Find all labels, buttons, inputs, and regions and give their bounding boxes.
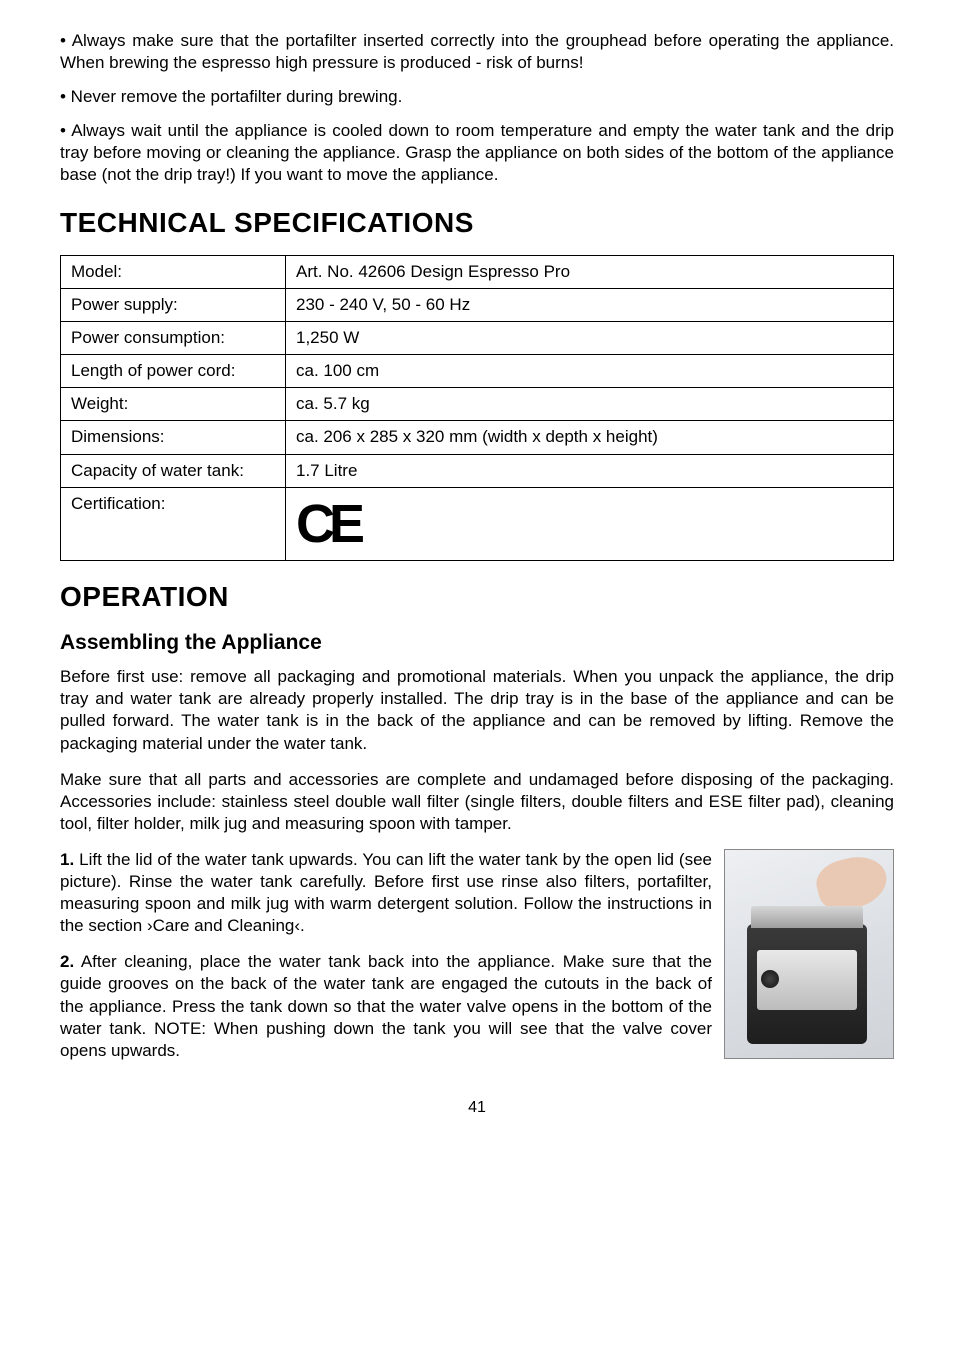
- spec-label: Weight:: [61, 388, 286, 421]
- spec-value: ca. 100 cm: [286, 355, 894, 388]
- spec-value: 1.7 Litre: [286, 454, 894, 487]
- operation-heading: OPERATION: [60, 579, 894, 615]
- table-row: Dimensions: ca. 206 x 285 x 320 mm (widt…: [61, 421, 894, 454]
- spec-value: ca. 5.7 kg: [286, 388, 894, 421]
- intro-bullet: • Never remove the portafilter during br…: [60, 86, 894, 108]
- spec-label: Certification:: [61, 487, 286, 560]
- spec-label: Length of power cord:: [61, 355, 286, 388]
- table-row: Length of power cord: ca. 100 cm: [61, 355, 894, 388]
- step-item: 2. After cleaning, place the water tank …: [60, 951, 712, 1061]
- spec-table: Model: Art. No. 42606 Design Espresso Pr…: [60, 255, 894, 561]
- table-row: Capacity of water tank: 1.7 Litre: [61, 454, 894, 487]
- spec-value: ca. 206 x 285 x 320 mm (width x depth x …: [286, 421, 894, 454]
- spec-value: Art. No. 42606 Design Espresso Pro: [286, 255, 894, 288]
- table-row: Weight: ca. 5.7 kg: [61, 388, 894, 421]
- assembling-subheading: Assembling the Appliance: [60, 629, 894, 656]
- spec-label: Model:: [61, 255, 286, 288]
- spec-label: Dimensions:: [61, 421, 286, 454]
- operation-para: Make sure that all parts and accessories…: [60, 769, 894, 835]
- knob-icon: [761, 970, 779, 988]
- table-row: Model: Art. No. 42606 Design Espresso Pr…: [61, 255, 894, 288]
- spec-label: Power consumption:: [61, 322, 286, 355]
- tech-spec-heading: TECHNICAL SPECIFICATIONS: [60, 205, 894, 241]
- intro-bullet: • Always make sure that the portafilter …: [60, 30, 894, 74]
- step-number: 2.: [60, 952, 74, 971]
- operation-para: Before first use: remove all packaging a…: [60, 666, 894, 754]
- page-number: 41: [60, 1098, 894, 1119]
- spec-value-ce: CE: [286, 487, 894, 560]
- spec-value: 230 - 240 V, 50 - 60 Hz: [286, 289, 894, 322]
- spec-value: 1,250 W: [286, 322, 894, 355]
- table-row: Power consumption: 1,250 W: [61, 322, 894, 355]
- steps-with-image-row: 1. Lift the lid of the water tank upward…: [60, 849, 894, 1076]
- step-body: After cleaning, place the water tank bac…: [60, 952, 712, 1059]
- table-row: Power supply: 230 - 240 V, 50 - 60 Hz: [61, 289, 894, 322]
- intro-bullet: • Always wait until the appliance is coo…: [60, 120, 894, 186]
- spec-label: Power supply:: [61, 289, 286, 322]
- steps-text-column: 1. Lift the lid of the water tank upward…: [60, 849, 712, 1076]
- step-item: 1. Lift the lid of the water tank upward…: [60, 849, 712, 937]
- table-row-certification: Certification: CE: [61, 487, 894, 560]
- espresso-machine-illustration: [724, 849, 894, 1059]
- spec-label: Capacity of water tank:: [61, 454, 286, 487]
- step-body: Lift the lid of the water tank upwards. …: [60, 850, 712, 935]
- step-number: 1.: [60, 850, 74, 869]
- ce-mark-icon: CE: [296, 493, 359, 555]
